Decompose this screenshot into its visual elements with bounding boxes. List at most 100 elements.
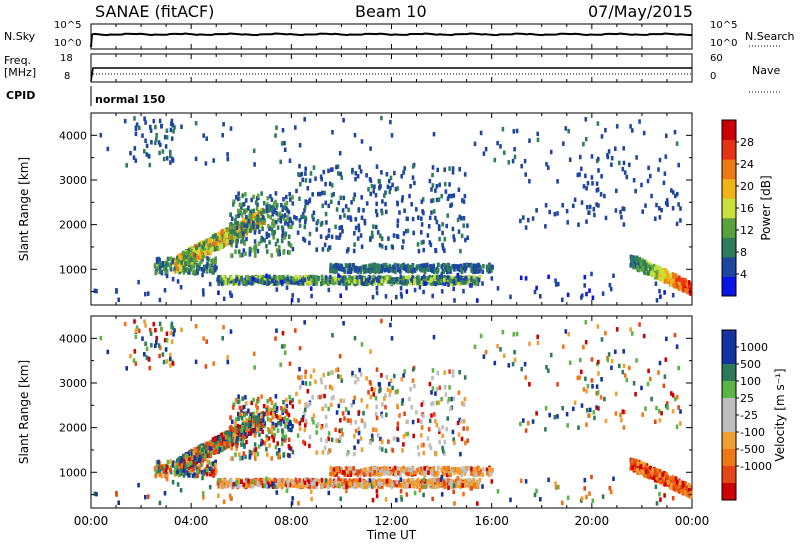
- velocity-cell: [200, 451, 204, 456]
- power-cell: [442, 280, 445, 285]
- velocity-cell: [405, 482, 409, 487]
- velocity-cell: [200, 470, 204, 475]
- velocity-cell: [260, 394, 263, 399]
- power-cell: [248, 247, 252, 252]
- power-cell: [272, 278, 275, 284]
- power-cell: [243, 229, 247, 234]
- velocity-cell: [402, 483, 405, 489]
- power-cell: [185, 254, 188, 260]
- power-cell: [418, 265, 421, 270]
- power-cell: [440, 193, 443, 199]
- power-cell: [368, 177, 372, 182]
- power-cell: [607, 149, 611, 154]
- power-cell: [278, 278, 282, 284]
- velocity-cell: [164, 347, 168, 352]
- power-cell: [421, 197, 425, 202]
- power-cell: [490, 276, 494, 281]
- velocity-cell: [433, 477, 436, 483]
- velocity-cell: [253, 442, 257, 447]
- velocity-cell: [138, 328, 141, 334]
- power-cell: [303, 274, 307, 280]
- power-cell: [377, 275, 380, 280]
- velocity-cell: [431, 477, 435, 483]
- power-cell: [237, 274, 241, 280]
- nsearch-label: N.Search: [745, 30, 795, 43]
- power-cell: [402, 262, 405, 268]
- velocity-cell: [378, 478, 382, 483]
- power-cell: [269, 194, 272, 199]
- velocity-cell: [252, 351, 256, 356]
- velocity-cell: [185, 461, 188, 466]
- velocity-cell: [283, 350, 287, 355]
- power-cell: [190, 260, 194, 265]
- power-cell: [284, 231, 288, 236]
- velocity-cell: [221, 435, 225, 441]
- velocity-cell: [278, 452, 281, 457]
- power-cell: [328, 181, 332, 187]
- power-cell: [335, 263, 339, 268]
- power-cell: [294, 125, 297, 130]
- velocity-cell: [374, 472, 377, 478]
- power-cell: [349, 278, 353, 283]
- velocity-cell: [148, 365, 152, 371]
- velocity-cell: [202, 455, 205, 460]
- power-cell: [324, 181, 327, 187]
- velocity-cell: [280, 441, 284, 447]
- power-cell: [247, 280, 250, 285]
- velocity-cell: [279, 362, 282, 368]
- power-cell: [217, 275, 220, 280]
- power-cell: [391, 279, 394, 284]
- power-cell: [591, 295, 595, 300]
- power-cell: [515, 128, 519, 134]
- power-cell: [199, 254, 203, 259]
- power-cell: [212, 258, 215, 263]
- velocity-cell: [240, 442, 243, 447]
- velocity-cell: [214, 444, 218, 449]
- power-cell: [171, 123, 175, 128]
- velocity-cell: [283, 343, 286, 349]
- power-cell: [362, 208, 365, 213]
- power-cell: [242, 279, 246, 284]
- velocity-cell: [206, 445, 210, 451]
- power-cell: [642, 260, 646, 265]
- power-cell: [415, 207, 418, 212]
- velocity-cell: [362, 480, 365, 485]
- velocity-cell: [266, 398, 269, 404]
- velocity-cell: [431, 484, 434, 489]
- velocity-cell: [229, 443, 232, 448]
- power-cell: [419, 263, 423, 269]
- velocity-cell: [235, 439, 238, 444]
- power-cell: [198, 255, 201, 260]
- velocity-cell: [232, 482, 235, 487]
- velocity-cell: [245, 439, 248, 445]
- velocity-cell: [290, 427, 293, 433]
- power-cell: [582, 141, 585, 147]
- velocity-cell: [266, 416, 270, 422]
- power-cell: [208, 243, 212, 248]
- velocity-cell: [503, 353, 506, 358]
- power-cell: [651, 264, 655, 270]
- power-cell: [631, 128, 634, 133]
- power-cell: [330, 193, 334, 198]
- power-cell: [162, 266, 166, 271]
- velocity-cell: [224, 483, 228, 489]
- velocity-cell: [179, 458, 183, 464]
- power-cell: [182, 270, 186, 275]
- velocity-cell: [170, 324, 173, 330]
- power-cell: [379, 233, 382, 239]
- velocity-cell: [241, 455, 244, 461]
- power-cell: [349, 269, 353, 274]
- power-cell: [226, 156, 230, 162]
- power-cell: [252, 194, 255, 200]
- velocity-cell: [271, 415, 275, 420]
- power-cell: [263, 220, 266, 226]
- power-cell: [253, 212, 256, 218]
- power-cell: [465, 276, 468, 281]
- velocity-cell: [221, 336, 224, 341]
- velocity-cell: [247, 422, 250, 427]
- power-cell: [588, 204, 592, 210]
- power-cell: [279, 219, 283, 224]
- velocity-cell: [161, 466, 164, 471]
- power-cell: [306, 186, 310, 191]
- power-cell: [330, 183, 334, 188]
